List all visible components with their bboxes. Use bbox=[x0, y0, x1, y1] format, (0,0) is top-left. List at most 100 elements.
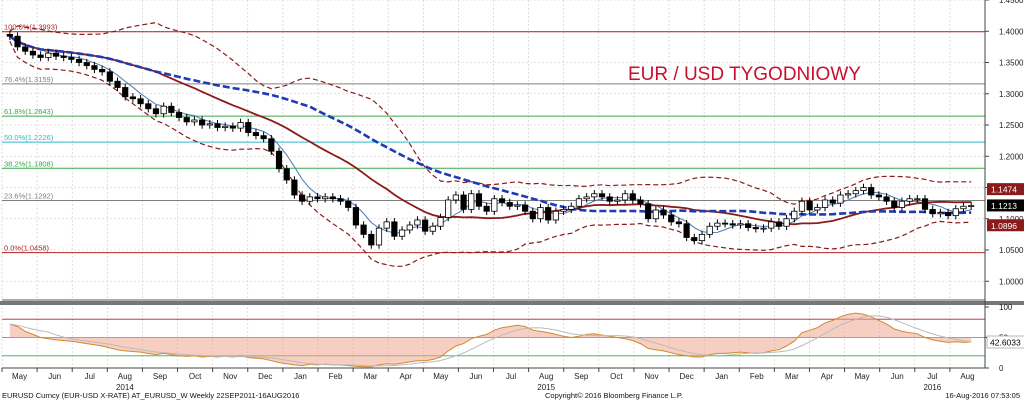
candle-body bbox=[614, 199, 621, 202]
chart-title: EUR / USD TYGODNIOWY bbox=[628, 64, 861, 85]
price-label-box bbox=[987, 199, 1024, 212]
candle-body bbox=[391, 221, 398, 237]
candle-body bbox=[175, 112, 183, 118]
candle-body bbox=[898, 200, 906, 208]
candle-body bbox=[668, 214, 675, 223]
candle-body bbox=[821, 199, 829, 208]
candle-body bbox=[452, 194, 459, 201]
candle-body bbox=[845, 193, 852, 196]
osc-current-label-text: 42.6033 bbox=[990, 338, 1021, 348]
y-tick-label: 1.4500 bbox=[999, 0, 1024, 5]
candle-body bbox=[937, 212, 944, 215]
candle-body bbox=[891, 200, 898, 208]
panel-separator bbox=[0, 301, 1024, 305]
oscillator-area bbox=[9, 313, 972, 367]
candles-layer bbox=[6, 30, 975, 249]
candle-body bbox=[152, 108, 160, 115]
candle-body bbox=[914, 198, 921, 201]
candle-body bbox=[291, 179, 298, 196]
candle-body bbox=[345, 200, 352, 208]
x-month-label: Apr bbox=[821, 372, 834, 381]
price-label-text: 1.1213 bbox=[991, 201, 1017, 211]
candle-body bbox=[168, 105, 175, 113]
candle-body bbox=[306, 196, 313, 202]
candle-body bbox=[952, 208, 959, 217]
y-tick-label: 1.0000 bbox=[999, 277, 1024, 286]
candle-body bbox=[237, 122, 244, 129]
candle-body bbox=[545, 207, 552, 221]
candle-body bbox=[791, 210, 798, 220]
candle-body bbox=[921, 198, 929, 210]
fibonacci-layer: 100.0%(1.3993) 76.4%(1.3159) 61.8%(1.2643)… bbox=[2, 23, 985, 254]
candle-body bbox=[122, 87, 129, 98]
candle-body bbox=[752, 227, 759, 230]
candle-body bbox=[721, 222, 729, 225]
footer-left: EURUSD Curncy (EUR-USD X-RATE) AT_EURUSD… bbox=[2, 391, 299, 400]
candle-body bbox=[491, 198, 498, 212]
candle-body bbox=[537, 207, 544, 220]
candle-body bbox=[106, 71, 113, 82]
candle-body bbox=[337, 198, 344, 202]
x-month-label: Dec bbox=[258, 372, 272, 381]
candle-body bbox=[514, 204, 521, 207]
bollinger-upper-line bbox=[9, 21, 972, 205]
x-year-label: 2014 bbox=[116, 383, 134, 392]
candle-body bbox=[745, 223, 752, 228]
candle-body bbox=[429, 225, 436, 232]
candle-body bbox=[260, 135, 267, 140]
candle-body bbox=[768, 221, 775, 229]
price-label-box bbox=[987, 219, 1024, 232]
fib-level-label: 76.4%(1.3159) bbox=[4, 75, 54, 84]
candle-body bbox=[460, 194, 467, 210]
candle-body bbox=[875, 194, 882, 198]
candle-body bbox=[129, 96, 136, 100]
x-month-label: Aug bbox=[960, 372, 974, 381]
candle-body bbox=[75, 58, 83, 63]
grid-layer bbox=[1, 0, 985, 368]
x-month-label: Oct bbox=[189, 372, 202, 381]
bollinger-layer bbox=[9, 21, 972, 267]
candle-body bbox=[145, 103, 152, 110]
candle-body bbox=[629, 193, 636, 201]
x-month-label: Oct bbox=[610, 372, 623, 381]
candle-body bbox=[322, 196, 329, 200]
x-month-label: Jan bbox=[715, 372, 728, 381]
candle-body bbox=[199, 119, 206, 126]
candle-body bbox=[114, 80, 121, 88]
y-tick-label: 1.3500 bbox=[999, 59, 1024, 68]
y-tick-label: 1.2500 bbox=[999, 121, 1024, 130]
candle-body bbox=[529, 210, 536, 220]
candle-body bbox=[714, 222, 721, 227]
candle-body bbox=[675, 221, 683, 225]
candle-body bbox=[968, 205, 975, 208]
candle-body bbox=[906, 198, 913, 202]
candle-body bbox=[729, 223, 736, 226]
candle-body bbox=[522, 204, 529, 212]
candle-body bbox=[852, 190, 859, 195]
candle-body bbox=[814, 207, 821, 211]
candle-body bbox=[245, 122, 252, 133]
candle-body bbox=[160, 105, 167, 115]
x-month-label: Feb bbox=[329, 372, 343, 381]
candle-body bbox=[806, 200, 813, 211]
candle-body bbox=[60, 55, 67, 58]
price-label-box bbox=[987, 183, 1024, 196]
y-tick-label: 1.2000 bbox=[999, 152, 1024, 161]
candle-body bbox=[929, 208, 936, 215]
candle-body bbox=[191, 119, 198, 123]
x-month-label: Jun bbox=[891, 372, 904, 381]
candle-body bbox=[45, 52, 52, 58]
candle-body bbox=[283, 168, 290, 181]
candle-body bbox=[52, 52, 60, 57]
axes-layer: 1.45001.40001.35001.30001.25001.20001.15… bbox=[0, 0, 1024, 392]
x-month-label: Jan bbox=[294, 372, 307, 381]
candle-body bbox=[222, 125, 229, 128]
candle-body bbox=[22, 46, 29, 52]
y-tick-label: 1.3000 bbox=[999, 90, 1024, 99]
candle-body bbox=[660, 209, 667, 216]
candle-body bbox=[760, 227, 767, 230]
candle-body bbox=[214, 123, 221, 128]
x-month-label: Nov bbox=[644, 372, 658, 381]
candle-body bbox=[568, 205, 575, 210]
candle-body bbox=[506, 202, 513, 207]
